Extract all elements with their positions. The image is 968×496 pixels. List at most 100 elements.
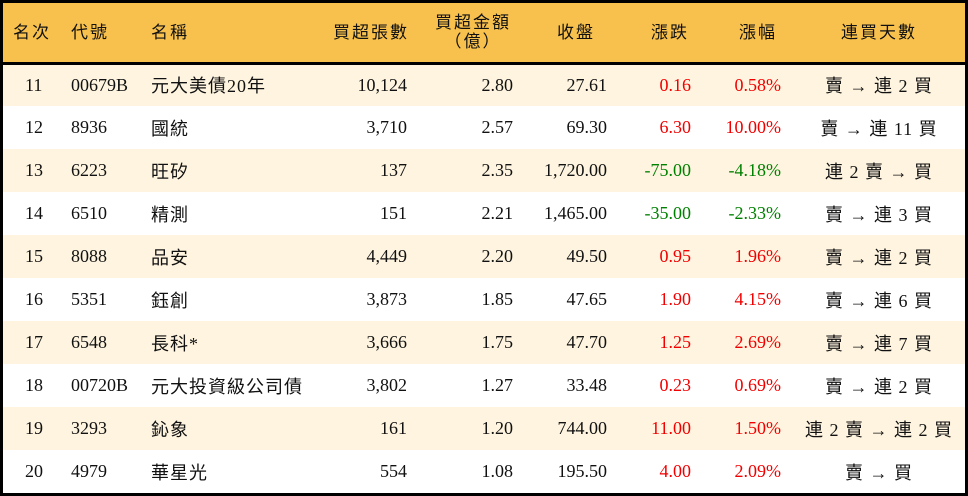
net-buy-amount-cell: 1.08 <box>481 461 514 481</box>
code-cell: 8936 <box>71 117 107 137</box>
net-buy-lots-cell: 3,710 <box>366 117 408 137</box>
name-cell: 旺矽 <box>151 161 189 182</box>
table-row: 12 8936 國統 3,710 2.57 69.30 6.30 10.00% 賣 → 連 11… <box>3 106 965 149</box>
change-cell: 0.16 <box>659 74 692 95</box>
change-pct-cell: 4.15% <box>734 289 782 309</box>
net-buy-amount-cell: 1.27 <box>481 375 514 395</box>
consecutive-days-cell: 賣 → 連 2 買 <box>825 76 933 97</box>
net-buy-lots-cell: 151 <box>380 203 407 223</box>
name-cell: 鈊象 <box>151 419 189 440</box>
code-cell: 00679B <box>71 74 129 95</box>
table-row: 17 6548 長科* 3,666 1.75 47.70 1.25 2.69% 賣 → 連 7 … <box>3 321 965 364</box>
header-net-buy-amount: 買超金額 （億） <box>421 3 521 65</box>
table-header-row: 名次 代號 名稱 買超張數 買超金額 （億） 收盤 漲跌 漲幅 連買天數 <box>3 3 965 65</box>
rank-cell: 18 <box>25 375 43 395</box>
change-cell: 11.00 <box>651 418 691 438</box>
code-cell: 8088 <box>71 246 107 266</box>
net-buy-amount-cell: 2.57 <box>481 117 514 137</box>
net-buy-amount-cell: 2.80 <box>481 74 514 95</box>
consecutive-days-cell: 連 2 賣 → 連 2 買 <box>805 419 953 440</box>
close-cell: 33.48 <box>566 375 608 395</box>
close-cell: 47.65 <box>566 289 608 309</box>
change-pct-cell: -4.18% <box>728 160 782 180</box>
net-buy-amount-cell: 2.21 <box>481 203 514 223</box>
code-cell: 3293 <box>71 418 107 438</box>
net-buy-ranking-table: 名次 代號 名稱 買超張數 買超金額 （億） 收盤 漲跌 漲幅 連買天數 11 0… <box>3 3 965 493</box>
net-buy-lots-cell: 3,873 <box>366 289 408 309</box>
close-cell: 47.70 <box>566 332 608 352</box>
header-code: 代號 <box>65 3 141 65</box>
rank-cell: 19 <box>25 418 43 438</box>
close-cell: 49.50 <box>566 246 608 266</box>
name-cell: 元大美債20年 <box>151 76 266 97</box>
change-cell: 1.25 <box>659 332 692 352</box>
name-cell: 國統 <box>151 118 189 139</box>
change-pct-cell: 2.09% <box>734 461 782 481</box>
rank-cell: 16 <box>25 289 43 309</box>
close-cell: 1,720.00 <box>544 160 607 180</box>
consecutive-days-cell: 賣 → 買 <box>845 462 913 483</box>
table-row: 20 4979 華星光 554 1.08 195.50 4.00 2.09% 賣 → 買 <box>3 450 965 493</box>
rank-cell: 14 <box>25 203 43 223</box>
name-cell: 鈺創 <box>151 290 189 311</box>
close-cell: 1,465.00 <box>544 203 607 223</box>
change-pct-cell: 1.50% <box>734 418 782 438</box>
code-cell: 4979 <box>71 461 107 481</box>
net-buy-lots-cell: 554 <box>380 461 407 481</box>
close-cell: 195.50 <box>557 461 608 481</box>
change-cell: -75.00 <box>644 160 692 180</box>
name-cell: 華星光 <box>151 462 208 483</box>
header-rank: 名次 <box>3 3 65 65</box>
header-name: 名稱 <box>141 3 321 65</box>
net-buy-lots-cell: 3,666 <box>366 332 408 352</box>
change-pct-cell: -2.33% <box>728 203 782 223</box>
consecutive-days-cell: 賣 → 連 3 買 <box>825 204 933 225</box>
change-pct-cell: 0.58% <box>734 74 782 95</box>
header-net-buy-amount-line2: （億） <box>444 32 502 52</box>
close-cell: 27.61 <box>566 74 608 95</box>
net-buy-amount-cell: 1.85 <box>481 289 514 309</box>
net-buy-amount-cell: 2.35 <box>481 160 514 180</box>
header-net-buy-amount-line1: 買超金額 <box>435 13 511 33</box>
name-cell: 長科* <box>151 333 199 354</box>
header-change: 漲跌 <box>613 3 703 65</box>
net-buy-lots-cell: 4,449 <box>366 246 408 266</box>
header-change-pct: 漲幅 <box>703 3 793 65</box>
rank-cell: 13 <box>25 160 43 180</box>
net-buy-amount-cell: 2.20 <box>481 246 514 266</box>
table-row: 14 6510 精測 151 2.21 1,465.00 -35.00 -2.33% 賣 → 連… <box>3 192 965 235</box>
rank-cell: 17 <box>25 332 43 352</box>
rank-cell: 15 <box>25 246 43 266</box>
table-row: 18 00720B 元大投資級公司債 3,802 1.27 33.48 0.23 0.69% 賣… <box>3 364 965 407</box>
close-cell: 69.30 <box>566 117 608 137</box>
net-buy-lots-cell: 3,802 <box>366 375 408 395</box>
name-cell: 品安 <box>151 247 189 268</box>
change-cell: 1.90 <box>659 289 692 309</box>
code-cell: 6223 <box>71 160 107 180</box>
header-net-buy-lots: 買超張數 <box>321 3 421 65</box>
table-row: 13 6223 旺矽 137 2.35 1,720.00 -75.00 -4.18% 連 2 賣… <box>3 149 965 192</box>
close-cell: 744.00 <box>557 418 608 438</box>
rank-cell: 11 <box>25 74 43 95</box>
table-row: 16 5351 鈺創 3,873 1.85 47.65 1.90 4.15% 賣 → 連 6 買 <box>3 278 965 321</box>
consecutive-days-cell: 賣 → 連 7 買 <box>825 333 933 354</box>
change-pct-cell: 10.00% <box>725 117 782 137</box>
header-close: 收盤 <box>521 3 613 65</box>
net-buy-amount-cell: 1.75 <box>481 332 514 352</box>
consecutive-days-cell: 賣 → 連 2 買 <box>825 247 933 268</box>
net-buy-lots-cell: 137 <box>380 160 407 180</box>
code-cell: 00720B <box>71 375 129 395</box>
change-pct-cell: 2.69% <box>734 332 782 352</box>
consecutive-days-cell: 連 2 賣 → 買 <box>825 161 933 182</box>
net-buy-lots-cell: 10,124 <box>357 74 408 95</box>
code-cell: 6510 <box>71 203 107 223</box>
name-cell: 精測 <box>151 204 189 225</box>
change-cell: 0.23 <box>659 375 692 395</box>
table-row: 19 3293 鈊象 161 1.20 744.00 11.00 1.50% 連 2 賣 → 連… <box>3 407 965 450</box>
table-row: 15 8088 品安 4,449 2.20 49.50 0.95 1.96% 賣 → 連 2 買 <box>3 235 965 278</box>
rank-cell: 12 <box>25 117 43 137</box>
table-row: 11 00679B 元大美債20年 10,124 2.80 27.61 0.16 0.58% 賣… <box>3 63 965 106</box>
name-cell: 元大投資級公司債 <box>151 376 303 397</box>
change-cell: 6.30 <box>659 117 692 137</box>
